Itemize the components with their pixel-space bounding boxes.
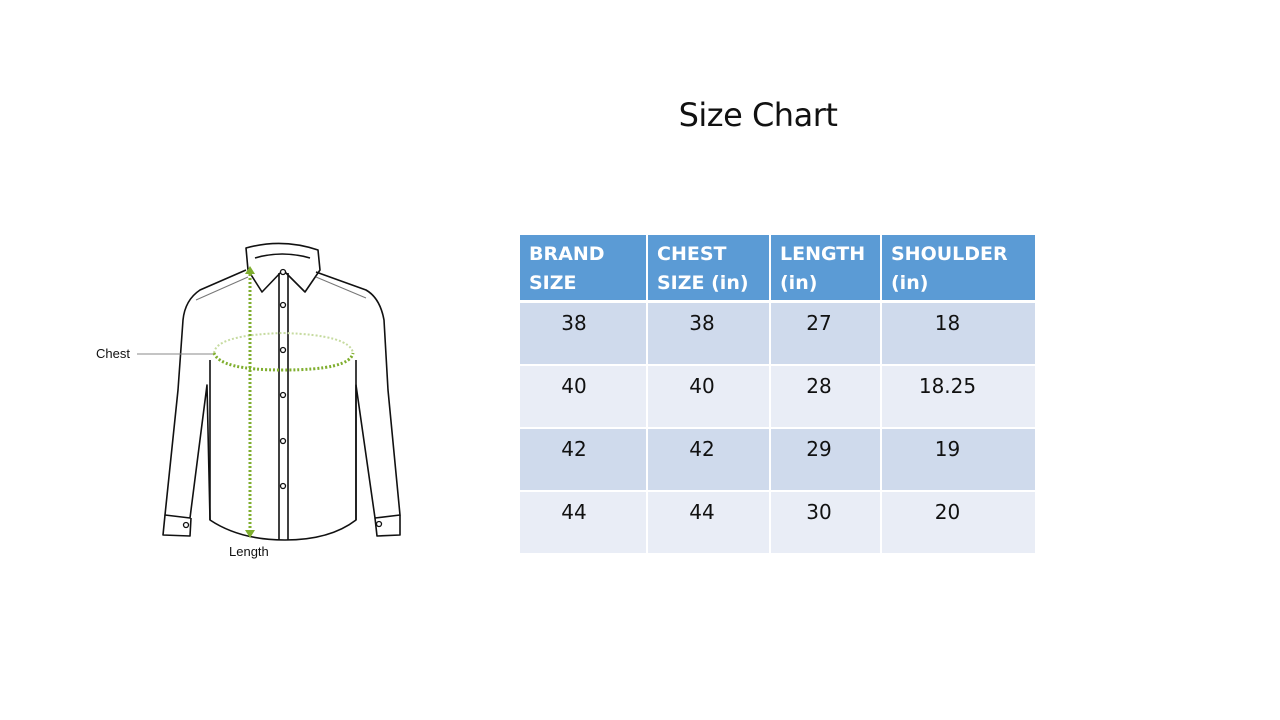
cell-length: 29	[769, 426, 882, 492]
cell-shoulder: 18	[880, 300, 1037, 366]
length-arrow-top-icon	[245, 266, 255, 274]
table-row: 40 40 28 18.25	[518, 363, 1037, 429]
chest-label: Chest	[96, 346, 130, 361]
buttons	[182, 268, 383, 529]
length-arrow-bottom-icon	[245, 530, 255, 538]
table-row: 44 44 30 20	[518, 489, 1037, 555]
header-chest-size: CHEST SIZE (in)	[646, 233, 771, 303]
cell-brand-size: 42	[518, 426, 648, 492]
cell-shoulder: 18.25	[880, 363, 1037, 429]
cell-length: 27	[769, 300, 882, 366]
cell-chest-size: 42	[646, 426, 771, 492]
table-row: 42 42 29 19	[518, 426, 1037, 492]
table-row: 38 38 27 18	[518, 300, 1037, 366]
header-length: LENGTH (in)	[769, 233, 882, 303]
page-title: Size Chart	[678, 96, 838, 134]
shirt-body	[164, 269, 401, 541]
cell-brand-size: 44	[518, 489, 648, 555]
length-label: Length	[229, 544, 269, 559]
cell-shoulder: 19	[880, 426, 1037, 492]
cell-chest-size: 40	[646, 363, 771, 429]
table-header-row: BRAND SIZE CHEST SIZE (in) LENGTH (in) S…	[518, 233, 1037, 303]
shirt-diagram	[137, 242, 401, 541]
cell-length: 28	[769, 363, 882, 429]
cell-brand-size: 38	[518, 300, 648, 366]
cell-length: 30	[769, 489, 882, 555]
cell-chest-size: 38	[646, 300, 771, 366]
header-brand-size: BRAND SIZE	[518, 233, 648, 303]
size-chart-table: BRAND SIZE CHEST SIZE (in) LENGTH (in) S…	[518, 233, 1037, 555]
cell-chest-size: 44	[646, 489, 771, 555]
cell-shoulder: 20	[880, 489, 1037, 555]
chest-measure-ellipse	[213, 331, 354, 354]
header-shoulder: SHOULDER (in)	[880, 233, 1037, 303]
cell-brand-size: 40	[518, 363, 648, 429]
